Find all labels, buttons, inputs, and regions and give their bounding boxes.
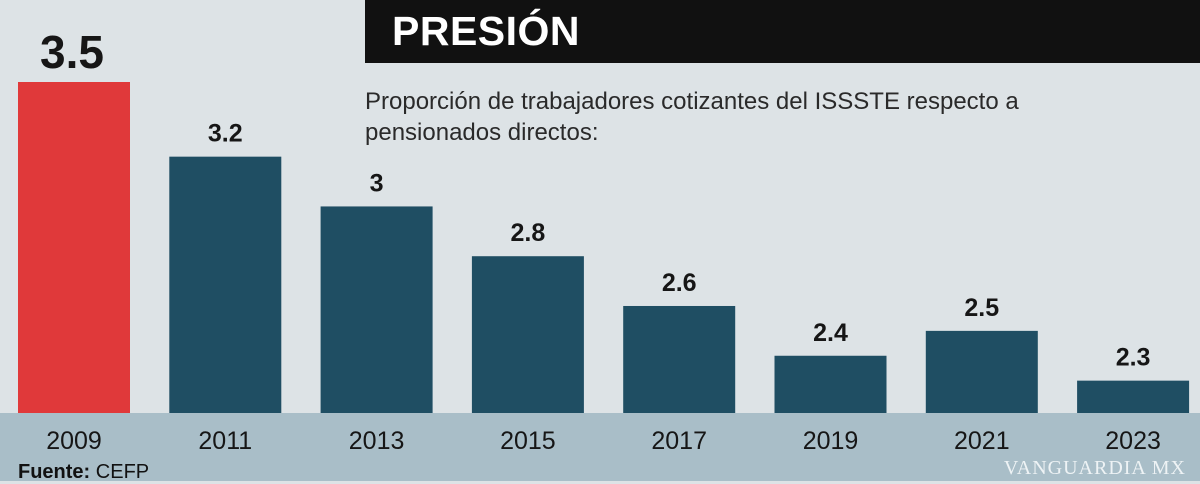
bar-2013 [320, 206, 433, 413]
data-label-2017: 2.6 [662, 269, 697, 297]
chart-title: PRESIÓN [392, 8, 581, 54]
data-label-2019: 2.4 [813, 319, 848, 347]
bar-2019 [774, 355, 887, 413]
source-note: Fuente: CEFP [18, 461, 149, 484]
bar-2017 [623, 305, 736, 413]
source-label: Fuente: [18, 461, 91, 483]
title-box: PRESIÓN [365, 0, 1200, 63]
data-label-2021: 2.5 [964, 294, 999, 322]
axis-band [0, 413, 1200, 481]
data-label-2023: 2.3 [1116, 344, 1151, 372]
bar-2011 [169, 156, 282, 413]
x-tick-label: 2009 [46, 427, 102, 455]
bar-2023 [1077, 380, 1190, 413]
bar-2021 [925, 330, 1038, 413]
source-value: CEFP [95, 461, 150, 483]
x-tick-label: 2021 [954, 427, 1010, 455]
data-label-2009: 3.5 [40, 26, 104, 78]
data-label-2013: 3 [370, 169, 384, 197]
x-tick-label: 2015 [500, 427, 556, 455]
x-tick-label: 2019 [803, 427, 859, 455]
x-tick-label: 2011 [198, 427, 252, 455]
x-tick-label: 2017 [651, 427, 707, 455]
data-label-2015: 2.8 [511, 219, 546, 247]
bar-2009 [18, 82, 130, 413]
bar-2015 [471, 256, 584, 413]
data-label-2011: 3.2 [208, 120, 243, 148]
chart-subtitle: Proporción de trabajadores cotizantes de… [365, 88, 1019, 146]
watermark: VANGUARDIA MX [1003, 457, 1186, 479]
x-tick-label: 2023 [1105, 427, 1161, 455]
x-tick-label: 2013 [349, 427, 405, 455]
